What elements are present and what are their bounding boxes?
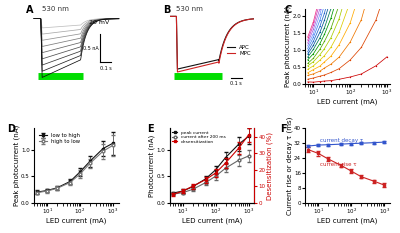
Text: F: F bbox=[280, 124, 286, 134]
Legend: low to high, high to low: low to high, high to low bbox=[37, 131, 82, 146]
MPC bbox=[208, 63, 212, 65]
APC bbox=[175, 68, 180, 70]
MPC bbox=[218, 55, 223, 58]
MPC bbox=[167, 15, 172, 18]
Legend: peak current, current after 200 ms, desensitization: peak current, current after 200 ms, dese… bbox=[172, 130, 226, 144]
Y-axis label: Peak photocurrent (nA): Peak photocurrent (nA) bbox=[13, 125, 20, 206]
Line: APC: APC bbox=[170, 16, 254, 69]
Text: 0.1 s: 0.1 s bbox=[230, 81, 242, 86]
Text: 0.1 s: 0.1 s bbox=[100, 66, 112, 71]
X-axis label: LED current (mA): LED current (mA) bbox=[318, 218, 378, 224]
Y-axis label: Photocurrent (nA): Photocurrent (nA) bbox=[149, 134, 155, 197]
APC bbox=[250, 17, 255, 20]
APC bbox=[213, 59, 218, 62]
Text: 530 nm: 530 nm bbox=[176, 6, 203, 12]
Text: D: D bbox=[7, 124, 15, 134]
Legend: APC, MPC: APC, MPC bbox=[224, 42, 253, 58]
MPC bbox=[213, 61, 218, 64]
X-axis label: LED current (mA): LED current (mA) bbox=[318, 99, 378, 105]
Y-axis label: Desensitization (%): Desensitization (%) bbox=[267, 131, 274, 199]
X-axis label: LED current (mA): LED current (mA) bbox=[182, 218, 242, 224]
APC bbox=[252, 17, 257, 20]
X-axis label: LED current (mA): LED current (mA) bbox=[46, 218, 106, 224]
APC bbox=[237, 21, 242, 23]
Text: 530 nm: 530 nm bbox=[42, 6, 69, 12]
Text: 20 mV: 20 mV bbox=[89, 20, 109, 25]
Text: current decay τ: current decay τ bbox=[320, 138, 364, 143]
Text: A: A bbox=[26, 5, 33, 15]
Text: C: C bbox=[284, 5, 291, 15]
MPC bbox=[237, 21, 242, 24]
Line: MPC: MPC bbox=[170, 16, 254, 72]
MPC bbox=[175, 71, 180, 73]
APC bbox=[208, 60, 212, 63]
APC bbox=[167, 15, 172, 18]
MPC bbox=[208, 63, 213, 65]
Text: 0.5 nA: 0.5 nA bbox=[83, 46, 98, 51]
MPC bbox=[250, 17, 255, 20]
Text: B: B bbox=[163, 5, 170, 15]
Y-axis label: Current rise or decay τ (ms): Current rise or decay τ (ms) bbox=[286, 116, 293, 215]
APC bbox=[218, 53, 223, 56]
Text: current rise τ: current rise τ bbox=[320, 161, 357, 167]
Text: E: E bbox=[148, 124, 154, 134]
APC bbox=[208, 60, 213, 63]
Y-axis label: Peak photocurrent (nA): Peak photocurrent (nA) bbox=[284, 6, 291, 87]
MPC bbox=[252, 17, 257, 20]
